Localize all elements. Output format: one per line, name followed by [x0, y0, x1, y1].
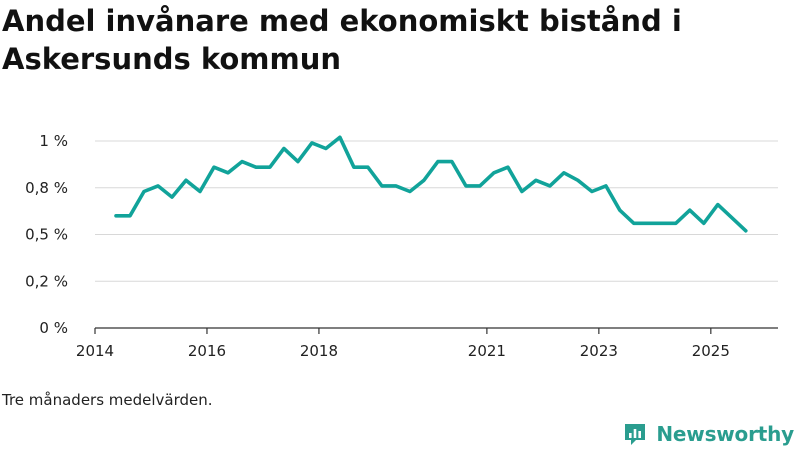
data-point — [351, 164, 357, 170]
data-point — [141, 188, 147, 194]
data-point — [127, 213, 133, 219]
data-point — [505, 164, 511, 170]
data-point — [519, 188, 525, 194]
newsworthy-logo-icon — [625, 424, 646, 445]
data-point — [435, 159, 441, 165]
data-point — [337, 134, 343, 140]
data-point — [197, 188, 203, 194]
x-tick-label: 2021 — [468, 342, 506, 360]
data-point — [281, 145, 287, 151]
data-point — [561, 170, 567, 176]
data-point — [687, 207, 693, 213]
y-tick-label: 1 % — [39, 132, 68, 150]
data-point — [211, 164, 217, 170]
data-point — [113, 213, 119, 219]
brand-logo[interactable]: Newsworthy — [622, 420, 794, 448]
data-point — [589, 188, 595, 194]
data-point — [477, 183, 483, 189]
gridlines — [95, 140, 778, 282]
data-point — [295, 159, 301, 165]
data-point — [617, 207, 623, 213]
data-point — [379, 183, 385, 189]
y-axis: 0 % 0,2 % 0,5 % 0,8 % 1 % — [25, 132, 68, 337]
data-point — [743, 228, 749, 234]
data-point — [267, 164, 273, 170]
y-tick-label: 0 % — [39, 319, 68, 337]
y-tick-label: 0,5 % — [25, 226, 68, 244]
data-point — [659, 220, 665, 226]
data-point — [715, 202, 721, 208]
data-point — [603, 183, 609, 189]
data-point — [547, 183, 553, 189]
data-point — [225, 170, 231, 176]
data-point — [449, 159, 455, 165]
data-point — [729, 215, 735, 221]
data-point — [169, 194, 175, 200]
chart-title: Andel invånare med ekonomiskt bistånd i … — [2, 4, 682, 76]
data-point — [631, 220, 637, 226]
data-point — [407, 188, 413, 194]
data-point — [421, 177, 427, 183]
data-point — [393, 183, 399, 189]
data-point — [309, 140, 315, 146]
x-tick-label: 2025 — [692, 342, 730, 360]
brand-name: Newsworthy — [656, 422, 794, 446]
x-tick-label: 2014 — [76, 342, 114, 360]
x-tick-label: 2018 — [300, 342, 338, 360]
data-point — [645, 220, 651, 226]
y-tick-label: 0,8 % — [25, 179, 68, 197]
x-tick-label: 2023 — [580, 342, 618, 360]
data-point — [575, 177, 581, 183]
series-layer — [113, 134, 749, 234]
data-point — [701, 220, 707, 226]
data-point — [533, 177, 539, 183]
y-tick-label: 0,2 % — [25, 272, 68, 290]
data-point — [491, 170, 497, 176]
data-point — [365, 164, 371, 170]
data-point — [239, 159, 245, 165]
footnote: Tre månaders medelvärden. — [2, 391, 213, 409]
data-point — [253, 164, 259, 170]
data-point — [323, 145, 329, 151]
x-tick-label: 2016 — [188, 342, 226, 360]
x-axis: 2014 2016 2018 2021 2023 2025 — [76, 327, 778, 360]
data-point — [183, 177, 189, 183]
series-line-0 — [114, 135, 748, 233]
data-point — [155, 183, 161, 189]
data-point — [463, 183, 469, 189]
data-point — [673, 220, 679, 226]
